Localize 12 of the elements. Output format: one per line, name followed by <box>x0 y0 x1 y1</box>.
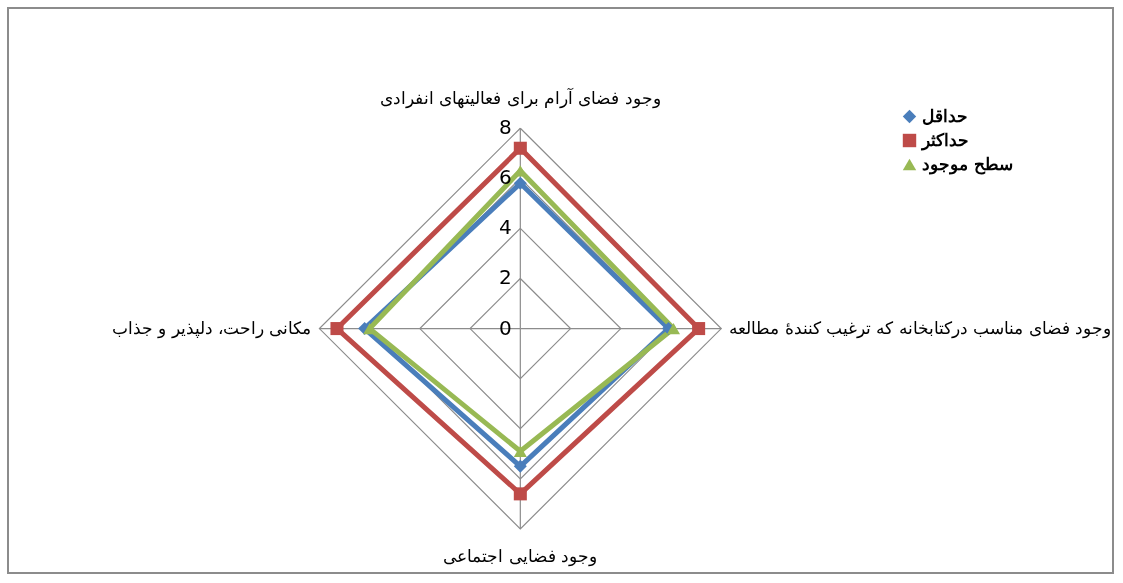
y-tick-label: 6 <box>498 165 512 190</box>
y-tick-label: 0 <box>498 315 512 340</box>
spoke-label: مکانی راحت، دلپذیر و جذاب <box>111 317 312 339</box>
spoke-label: وجود فضایی اجتماعی <box>443 545 598 567</box>
spoke-label: وجود فضای آرام برای فعالیتهای انفرادی <box>379 87 661 110</box>
y-tick-label: 4 <box>498 215 512 240</box>
legend-label: سطح موجود <box>922 153 1013 175</box>
spoke-label: وجود فضای مناسب درکتابخانه که ترغیب کنندۀ مطالعه <box>729 317 1112 339</box>
y-tick-label: 8 <box>498 115 512 140</box>
legend-label: حداقل <box>922 105 968 126</box>
y-tick-label: 2 <box>498 265 512 290</box>
legend-label: حداکثر <box>920 129 969 151</box>
